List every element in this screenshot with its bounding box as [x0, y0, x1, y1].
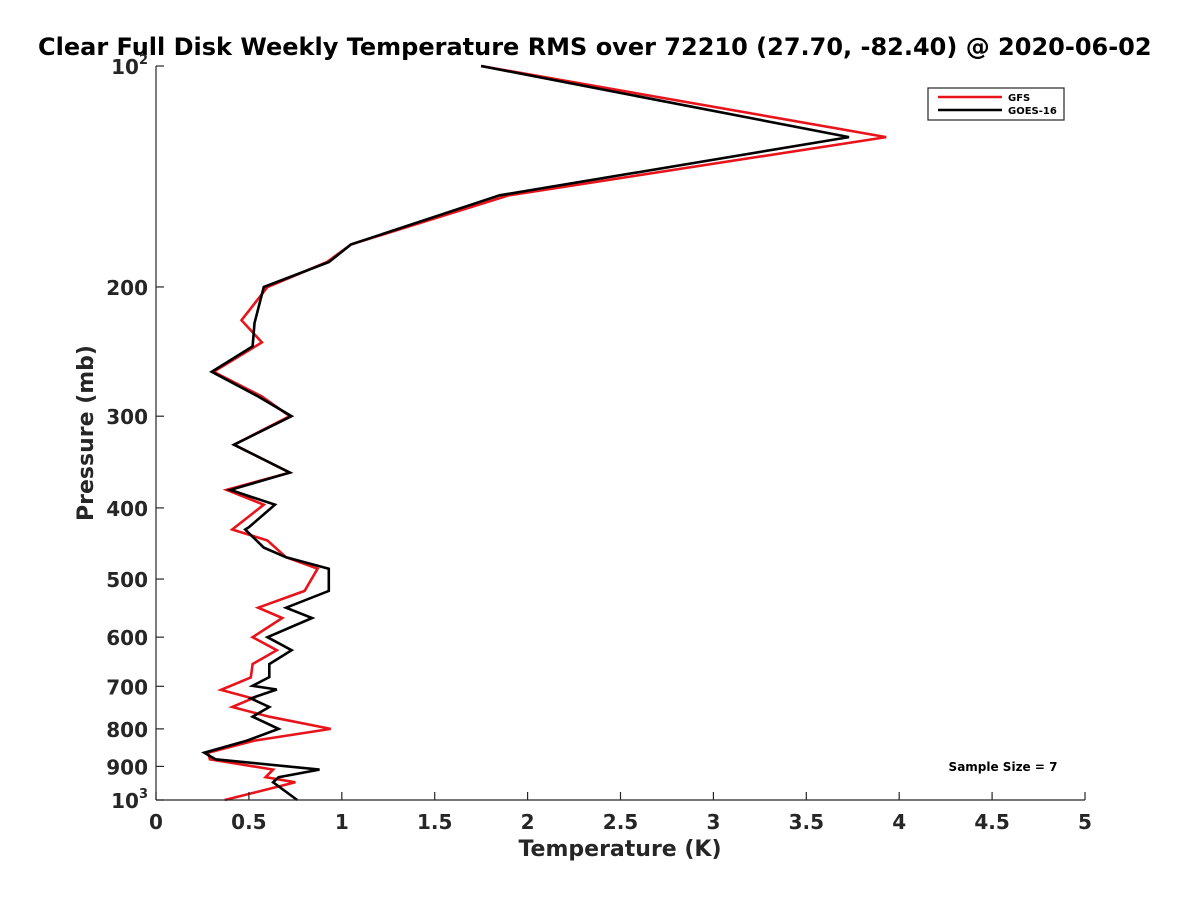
y-tick-label: 700: [106, 675, 148, 699]
y-tick-base: 400: [106, 497, 148, 521]
legend-label: GOES-16: [1008, 106, 1057, 117]
y-tick-label: 300: [106, 405, 148, 429]
y-tick-exponent: 2: [139, 53, 148, 68]
legend-box: [927, 87, 1065, 121]
legend: GFS GOES-16: [927, 87, 1065, 121]
x-tick-label: 4: [892, 810, 906, 834]
x-axis-label: Temperature (K): [518, 837, 721, 862]
x-tick-label: 1: [335, 810, 349, 834]
x-ticks: 0 0.5 1 1.5 2 2.5 3 3.5 4 4.5 5: [149, 792, 1092, 834]
x-tick-label: 2: [521, 810, 535, 834]
y-tick-label: 500: [106, 568, 148, 592]
series-layer: [201, 64, 887, 802]
y-tick-label: 600: [106, 626, 148, 650]
y-tick-base: 10: [111, 789, 139, 813]
chart-title: Clear Full Disk Weekly Temperature RMS o…: [38, 33, 1152, 61]
x-tick-label: 0.5: [231, 810, 266, 834]
sample-size-annotation: Sample Size = 7: [949, 760, 1058, 774]
x-tick-label: 4.5: [974, 810, 1009, 834]
x-tick-label: 2.5: [603, 810, 638, 834]
y-tick-base: 700: [106, 675, 148, 699]
y-tick-label: 800: [106, 718, 148, 742]
y-tick-exponent: 3: [139, 787, 148, 802]
y-tick-base: 800: [106, 718, 148, 742]
y-tick-base: 600: [106, 626, 148, 650]
x-tick-label: 0: [149, 810, 163, 834]
y-tick-label: 200: [106, 276, 148, 300]
y-axis-label: Pressure (mb): [74, 345, 99, 521]
y-tick-base: 200: [106, 276, 148, 300]
y-tick-base: 300: [106, 405, 148, 429]
legend-label: GFS: [1008, 93, 1030, 104]
y-tick-label: 102: [111, 53, 148, 79]
y-tick-label: 400: [106, 497, 148, 521]
y-tick-label: 900: [106, 755, 148, 779]
x-tick-label: 3: [706, 810, 720, 834]
y-tick-base: 10: [111, 55, 139, 79]
x-tick-label: 5: [1078, 810, 1092, 834]
y-tick-base: 500: [106, 568, 148, 592]
x-tick-label: 3.5: [789, 810, 824, 834]
y-tick-label: 103: [111, 787, 148, 813]
series-line-gfs: [206, 64, 887, 802]
series-line-goes-16: [201, 64, 850, 802]
x-tick-label: 1.5: [417, 810, 452, 834]
y-tick-base: 900: [106, 755, 148, 779]
